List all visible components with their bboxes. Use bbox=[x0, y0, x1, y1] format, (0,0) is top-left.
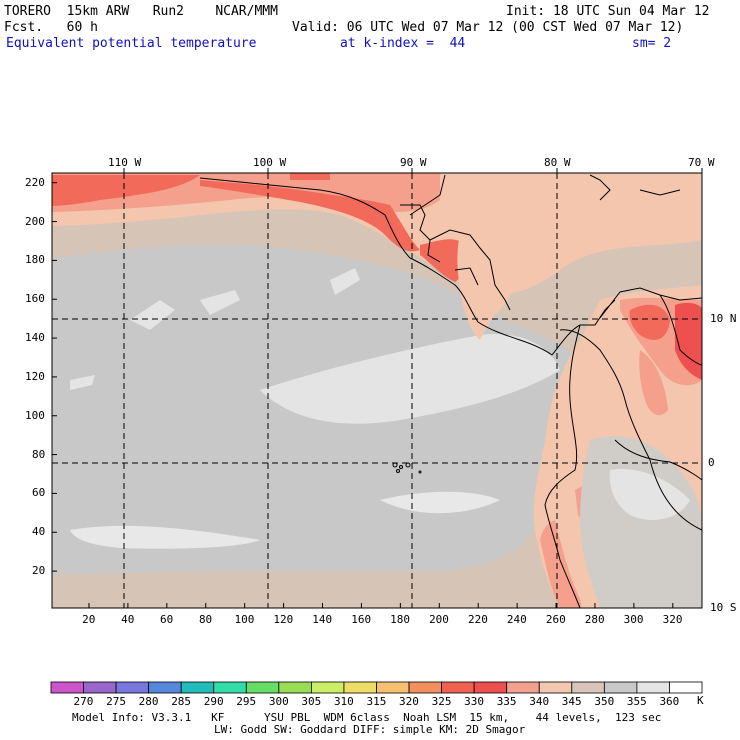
colorbar-swatch bbox=[506, 681, 540, 694]
y-tick-label: 160 bbox=[25, 292, 45, 306]
model-title: TORERO 15km ARW Run2 NCAR/MMM bbox=[4, 4, 278, 19]
colorbar-label: 325 bbox=[431, 695, 452, 708]
colorbar-label: 360 bbox=[659, 695, 680, 708]
colorbar-label: 285 bbox=[171, 695, 192, 708]
lat-label-10s: 10 S bbox=[710, 601, 737, 614]
x-tick-label: 160 bbox=[351, 613, 372, 626]
lon-label-80w: 80 W bbox=[544, 156, 571, 169]
x-tick-label: 300 bbox=[623, 613, 644, 626]
x-tick-label: 60 bbox=[160, 613, 174, 626]
colorbar-swatch bbox=[441, 681, 475, 694]
y-tick-label: 40 bbox=[32, 525, 46, 539]
colorbar-label: 290 bbox=[203, 695, 224, 708]
colorbar-swatch bbox=[376, 681, 410, 694]
valid-time: Valid: 06 UTC Wed 07 Mar 12 (00 CST Wed … bbox=[292, 20, 684, 35]
x-tick-label: 280 bbox=[584, 613, 605, 626]
x-tick-label: 240 bbox=[506, 613, 527, 626]
y-tick-label: 220 bbox=[25, 175, 45, 189]
level-info: at k-index = 44 bbox=[340, 36, 466, 51]
x-tick-label: 20 bbox=[82, 613, 96, 626]
colorbar-label: 305 bbox=[301, 695, 322, 708]
colorbar-label: 330 bbox=[464, 695, 485, 708]
lon-label-100w: 100 W bbox=[253, 156, 287, 169]
colorbar-swatch bbox=[180, 681, 215, 694]
colorbar-label: 275 bbox=[106, 695, 126, 708]
colorbar-swatch bbox=[83, 681, 117, 694]
y-tick-label: 20 bbox=[32, 564, 46, 578]
init-time: Init: 18 UTC Sun 04 Mar 12 bbox=[506, 4, 710, 19]
x-tick-label: 120 bbox=[273, 613, 294, 626]
colorbar-label: 335 bbox=[496, 695, 517, 708]
lat-label-10n: 10 N bbox=[710, 312, 737, 325]
graticule bbox=[52, 173, 702, 608]
lon-label-90w: 90 W bbox=[400, 156, 427, 169]
colorbar-label: 270 bbox=[73, 695, 94, 708]
colorbar-swatch bbox=[473, 681, 508, 694]
y-tick-label: 80 bbox=[32, 447, 46, 461]
colorbar-label: 340 bbox=[529, 695, 550, 708]
temperature-field bbox=[52, 173, 702, 608]
x-tick-label: 200 bbox=[429, 613, 449, 626]
y-tick-label: 180 bbox=[25, 253, 45, 267]
colorbar-swatches bbox=[50, 681, 703, 694]
smoothing-info: sm= 2 bbox=[632, 36, 672, 51]
colorbar-label: 355 bbox=[626, 695, 647, 708]
model-info: Model Info: V3.3.1 KF YSU PBL WDM 6class… bbox=[72, 711, 662, 724]
field-name: Equivalent potential temperature bbox=[6, 36, 257, 51]
colorbar-label: 315 bbox=[366, 695, 387, 708]
y-tick-label: 100 bbox=[25, 408, 45, 422]
colorbar-swatch bbox=[115, 681, 150, 694]
colorbar-swatch bbox=[669, 681, 703, 694]
colorbar-swatch bbox=[213, 681, 247, 694]
y-tick-label: 140 bbox=[25, 331, 45, 345]
map-panel bbox=[51, 168, 703, 609]
colorbar-swatch bbox=[538, 681, 573, 694]
colorbar-swatch bbox=[245, 681, 280, 694]
x-tick-label: 260 bbox=[545, 613, 566, 626]
coastlines bbox=[199, 174, 702, 608]
colorbar-swatch bbox=[603, 681, 638, 694]
colorbar-swatch bbox=[408, 681, 442, 694]
x-tick-label: 40 bbox=[121, 613, 135, 626]
physics-info: LW: Godd SW: Goddard DIFF: simple KM: 2D… bbox=[214, 723, 526, 736]
plot-frame bbox=[51, 172, 703, 609]
x-tick-label: 320 bbox=[662, 613, 683, 626]
colorbar-swatch bbox=[148, 681, 182, 694]
forecast-hour: Fcst. 60 h bbox=[4, 20, 98, 35]
y-tick-label: 120 bbox=[25, 369, 45, 383]
lon-ticks bbox=[123, 168, 703, 173]
colorbar-swatch bbox=[571, 681, 605, 694]
x-tick-label: 140 bbox=[312, 613, 333, 626]
x-axis-ticks bbox=[88, 603, 674, 608]
colorbar-swatch bbox=[50, 681, 84, 694]
colorbar-label: 320 bbox=[399, 695, 419, 708]
y-tick-label: 200 bbox=[25, 214, 45, 228]
x-tick-label: 180 bbox=[390, 613, 411, 626]
colorbar-label: 345 bbox=[561, 695, 582, 708]
colorbar-swatch bbox=[636, 681, 670, 694]
y-tick-label: 60 bbox=[32, 486, 46, 500]
x-tick-label: 220 bbox=[467, 613, 488, 626]
lat-label-0: 0 bbox=[708, 456, 715, 469]
y-axis-ticks bbox=[52, 182, 57, 572]
x-tick-label: 80 bbox=[198, 613, 213, 626]
lon-label-110w: 110 W bbox=[108, 156, 142, 169]
colorbar-label: 280 bbox=[138, 695, 159, 708]
colorbar-label: 350 bbox=[594, 695, 615, 708]
colorbar-swatch bbox=[278, 681, 312, 694]
colorbar-label: 300 bbox=[268, 695, 289, 708]
colorbar-swatch bbox=[343, 681, 377, 694]
lon-label-70w: 70 W bbox=[688, 156, 715, 169]
x-tick-label: 100 bbox=[234, 613, 255, 626]
colorbar-swatch bbox=[310, 681, 345, 694]
colorbar-label: 295 bbox=[236, 695, 257, 708]
colorbar-label: 310 bbox=[333, 695, 354, 708]
colorbar-unit: K bbox=[697, 694, 704, 707]
